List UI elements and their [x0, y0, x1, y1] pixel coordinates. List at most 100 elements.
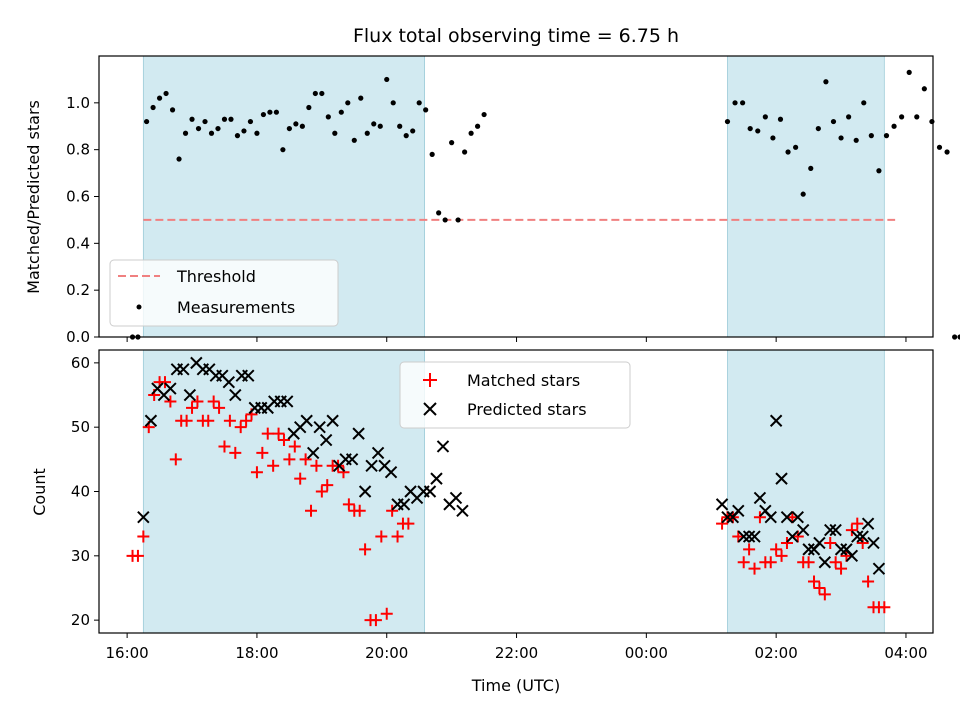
measurement-point [325, 114, 331, 120]
predicted-star-point [281, 395, 294, 408]
predicted-star-point [319, 433, 333, 447]
measurement-point [876, 168, 882, 174]
measurement-point [129, 334, 136, 340]
predicted-star-point [430, 472, 443, 485]
bottom-y-label: Count [30, 468, 49, 516]
top-y-label: Matched/Predicted stars [24, 100, 43, 294]
matched-star-point [158, 376, 171, 389]
matched-star-point [818, 588, 831, 601]
measurement-point [906, 69, 912, 75]
x-tick-label: 20:00 [365, 644, 408, 662]
measurement-point [481, 111, 487, 118]
measurement-point [221, 116, 228, 122]
measurement-point [808, 165, 814, 171]
measurement-point [182, 130, 189, 136]
chart-title: Flux total observing time = 6.75 h [353, 25, 679, 47]
matched-star-point [743, 543, 756, 556]
threshold-legend-label: Threshold [176, 267, 256, 286]
measurement-point [189, 116, 195, 122]
measurement-point [150, 104, 156, 111]
measurement-point [823, 79, 829, 85]
matched-star-point [716, 517, 729, 530]
predicted-star-point [786, 530, 799, 543]
x-tick-label: 18:00 [235, 644, 278, 662]
predicted-star-point [818, 556, 832, 569]
shaded-window [142, 349, 425, 634]
predicted-star-point [775, 472, 788, 485]
x-tick-label: 22:00 [495, 644, 538, 662]
y-tick-label: 1.0 [66, 94, 90, 112]
measurement-point [724, 118, 731, 125]
bottom-y-ticks: 20 30 40 50 60 [71, 354, 99, 629]
matched-star-point [137, 530, 150, 543]
matched-star-point [353, 504, 366, 517]
predicted-star-point [872, 562, 886, 575]
measurement-point [868, 133, 874, 139]
measurement-point [793, 144, 799, 150]
matched-star-point [272, 427, 285, 440]
matched-star-point [191, 395, 204, 408]
matched-star-point [261, 427, 274, 440]
measurement-point [952, 334, 958, 340]
predicted-star-point [861, 517, 875, 530]
predicted-star-point [449, 491, 463, 505]
predicted-star-point [721, 511, 734, 524]
predicted-star-point [813, 536, 826, 550]
measurement-point [740, 100, 746, 106]
predicted-legend-label: Predicted stars [467, 400, 587, 419]
top-legend-box [109, 259, 339, 327]
measurement-point [474, 123, 481, 129]
matched-star-point [131, 549, 144, 562]
matched-stars-series [126, 376, 891, 627]
measurement-point [312, 90, 318, 97]
matched-star-point [375, 530, 388, 543]
predicted-star-point [802, 543, 815, 556]
measurement-point [299, 123, 305, 129]
matched-star-point [342, 498, 355, 511]
predicted-star-point [845, 549, 859, 563]
matched-star-point [186, 401, 199, 414]
measurement-point [429, 151, 435, 157]
matched-star-point [169, 453, 182, 466]
measurement-point [815, 125, 821, 132]
measurement-point [234, 133, 241, 139]
predicted-star-point [242, 369, 255, 382]
predicted-star-point [824, 523, 837, 537]
measurement-point [397, 123, 403, 129]
predicted-star-point [748, 530, 761, 543]
matched-star-point [808, 575, 821, 588]
matched-star-point [402, 517, 415, 530]
y-tick-label: 0.2 [66, 281, 90, 299]
matched-star-point [218, 440, 231, 453]
predicted-star-point [313, 420, 326, 434]
measurement-point [163, 90, 169, 97]
bottom-x-ticks: 16:00 18:00 20:00 22:00 00:00 02:00 04:00 [106, 337, 928, 662]
predicted-star-point [144, 414, 158, 427]
measurement-point [899, 114, 905, 120]
matched-star-point [391, 530, 404, 543]
matched-star-point [813, 581, 826, 594]
measurement-point [449, 140, 455, 146]
predicted-star-point [300, 414, 313, 427]
measurement-point [929, 118, 935, 125]
predicted-star-point [851, 530, 864, 543]
matched-star-point [310, 459, 323, 472]
matched-star-point [288, 440, 301, 453]
measurement-point [846, 114, 852, 120]
predicted-star-point [834, 543, 848, 556]
measurement-point [228, 116, 234, 122]
matched-star-point [764, 556, 777, 569]
matched-star-point [223, 414, 236, 427]
measurement-point [176, 156, 182, 162]
matched-star-point [737, 556, 750, 569]
matched-star-point [845, 524, 858, 537]
predicted-star-point [384, 465, 398, 479]
matched-star-point [856, 536, 869, 549]
matched-star-point [369, 614, 382, 627]
y-tick-label: 20 [71, 611, 90, 629]
predicted-star-point [358, 485, 372, 498]
matched-star-point [770, 543, 783, 556]
matched-star-point [380, 607, 393, 620]
predicted-star-point [732, 504, 745, 518]
measurement-point [143, 118, 150, 125]
